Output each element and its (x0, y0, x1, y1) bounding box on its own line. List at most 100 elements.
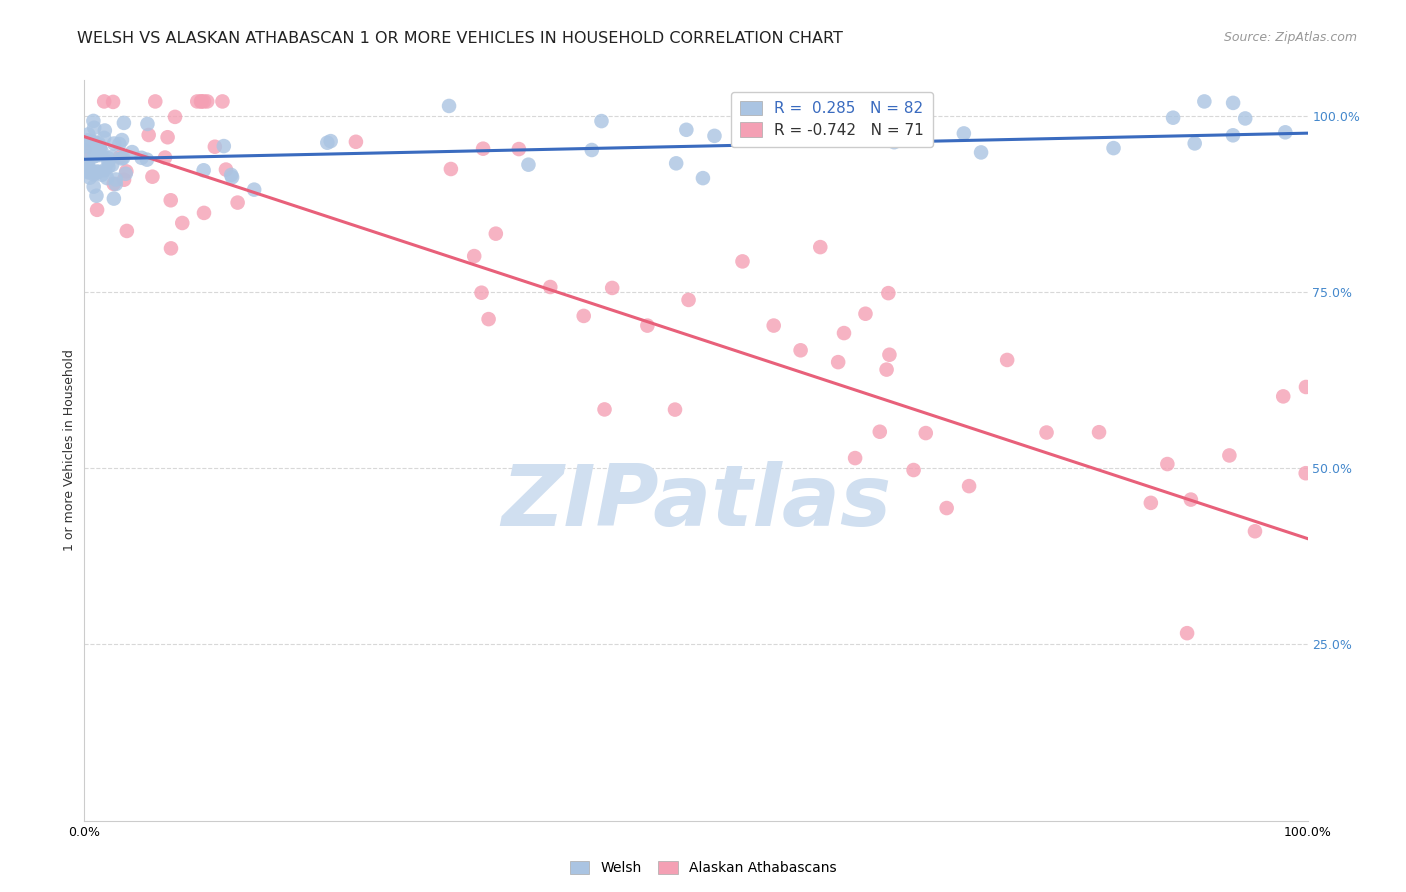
Point (883, 135, 905, 149)
Point (1161, 111, 1184, 125)
Point (664, 402, 686, 417)
Point (190, 95, 212, 109)
Point (485, 227, 508, 241)
Point (517, 158, 540, 172)
Point (89, 148, 111, 162)
Point (1035, 425, 1057, 440)
Point (172, 216, 194, 230)
Text: WELSH VS ALASKAN ATHABASCAN 1 OR MORE VEHICLES IN HOUSEHOLD CORRELATION CHART: WELSH VS ALASKAN ATHABASCAN 1 OR MORE VE… (77, 31, 844, 46)
Point (437, 99, 460, 113)
Point (141, 169, 163, 184)
Point (808, 240, 831, 254)
Point (316, 136, 339, 150)
Point (83, 135, 105, 149)
Point (73, 143, 96, 157)
Point (83, 150, 105, 164)
Point (83, 168, 105, 182)
Point (97, 152, 120, 166)
Point (1102, 141, 1125, 155)
Point (636, 318, 658, 333)
Point (79, 170, 101, 185)
Point (77, 161, 100, 175)
Point (77, 165, 100, 179)
Point (115, 164, 138, 178)
Point (93, 95, 115, 109)
Point (103, 136, 125, 151)
Point (832, 326, 855, 340)
Point (1295, 466, 1317, 480)
Point (90, 168, 112, 182)
Point (90, 145, 112, 159)
Point (101, 95, 124, 109)
Point (159, 194, 181, 208)
Point (195, 95, 218, 109)
Point (995, 353, 1018, 368)
Point (1088, 425, 1111, 440)
Point (101, 158, 124, 172)
Point (508, 142, 530, 156)
Point (108, 136, 131, 151)
Point (876, 362, 898, 376)
Point (103, 177, 125, 191)
Point (1272, 389, 1295, 403)
Point (77, 165, 100, 179)
Point (1218, 449, 1240, 463)
Point (827, 355, 849, 369)
Point (112, 151, 135, 165)
Point (94, 123, 117, 137)
Point (83, 179, 105, 194)
Point (86, 188, 108, 202)
Point (131, 151, 153, 165)
Point (84, 148, 107, 162)
Point (193, 95, 215, 109)
Point (600, 281, 623, 295)
Point (879, 348, 901, 362)
Point (572, 309, 595, 323)
Point (108, 150, 131, 164)
Point (101, 150, 124, 164)
Point (1156, 457, 1178, 471)
Point (581, 143, 603, 157)
Point (160, 241, 183, 255)
Point (869, 425, 891, 439)
Point (1184, 136, 1206, 151)
Point (703, 128, 725, 143)
Y-axis label: 1 or more Vehicles in Household: 1 or more Vehicles in Household (63, 350, 76, 551)
Point (211, 95, 233, 109)
Point (1295, 380, 1317, 394)
Point (665, 156, 688, 170)
Point (96, 171, 118, 186)
Point (89, 139, 111, 153)
Legend: R =  0.285   N = 82, R = -0.742   N = 71: R = 0.285 N = 82, R = -0.742 N = 71 (731, 92, 934, 147)
Point (762, 318, 785, 333)
Point (935, 501, 957, 516)
Point (94, 163, 117, 178)
Point (193, 206, 215, 220)
Point (83, 120, 105, 135)
Point (104, 172, 127, 186)
Point (103, 192, 125, 206)
Point (76, 136, 98, 150)
Point (84, 137, 107, 152)
Point (472, 142, 495, 156)
Point (593, 402, 616, 417)
Point (957, 479, 980, 493)
Point (1140, 496, 1163, 510)
Point (82, 114, 104, 128)
Point (1194, 95, 1216, 109)
Point (77, 139, 100, 153)
Point (112, 116, 135, 130)
Point (903, 463, 925, 477)
Point (111, 133, 134, 147)
Point (153, 151, 176, 165)
Point (591, 114, 613, 128)
Point (82, 165, 104, 179)
Legend: Welsh, Alaskan Athabascans: Welsh, Alaskan Athabascans (564, 855, 842, 880)
Point (86, 164, 108, 178)
Point (77, 160, 100, 174)
Point (219, 168, 242, 182)
Point (914, 426, 936, 441)
Point (212, 139, 235, 153)
Point (1222, 95, 1244, 110)
Point (186, 95, 208, 109)
